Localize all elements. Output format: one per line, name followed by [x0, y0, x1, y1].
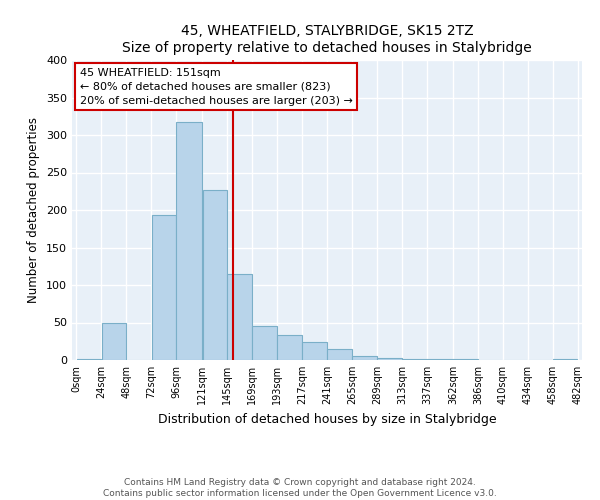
Bar: [253, 326, 277, 360]
Bar: [152, 215, 176, 360]
X-axis label: Distribution of detached houses by size in Stalybridge: Distribution of detached houses by size …: [158, 412, 496, 426]
Bar: [302, 342, 326, 360]
Title: 45, WHEATFIELD, STALYBRIDGE, SK15 2TZ
Size of property relative to detached hous: 45, WHEATFIELD, STALYBRIDGE, SK15 2TZ Si…: [122, 24, 532, 54]
Bar: [77, 358, 101, 360]
Text: Contains HM Land Registry data © Crown copyright and database right 2024.
Contai: Contains HM Land Registry data © Crown c…: [103, 478, 497, 498]
Bar: [403, 358, 427, 360]
Bar: [427, 359, 452, 360]
Bar: [176, 122, 202, 360]
Bar: [203, 190, 227, 360]
Bar: [328, 349, 352, 360]
Text: 45 WHEATFIELD: 151sqm
← 80% of detached houses are smaller (823)
20% of semi-det: 45 WHEATFIELD: 151sqm ← 80% of detached …: [80, 68, 353, 106]
Bar: [454, 359, 478, 360]
Bar: [377, 358, 401, 360]
Bar: [352, 356, 377, 360]
Bar: [101, 322, 126, 360]
Bar: [277, 334, 302, 360]
Bar: [227, 274, 251, 360]
Y-axis label: Number of detached properties: Number of detached properties: [28, 117, 40, 303]
Bar: [553, 358, 577, 360]
